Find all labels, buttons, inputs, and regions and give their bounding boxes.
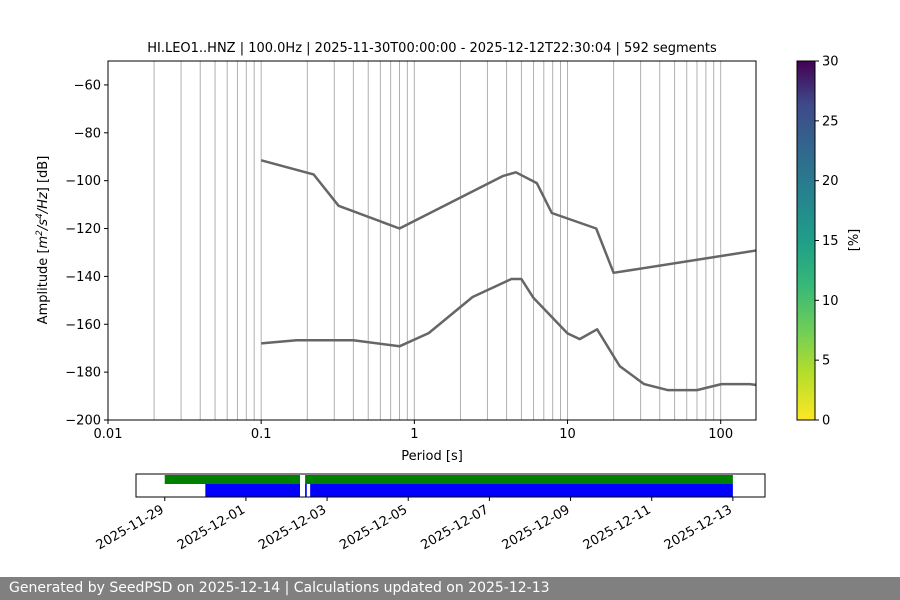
timeline-tick-label: 2025-12-09 (500, 502, 573, 553)
colorbar-tick-label: 5 (822, 354, 830, 369)
timeline-ticks: 2025-11-29 2025-12-01 2025-12-03 2025-12-05… (94, 497, 735, 553)
plot-frame (107, 60, 757, 421)
timeline-tick-label: 2025-11-29 (94, 502, 167, 553)
x-tick-label: 100 (708, 427, 733, 442)
timeline-tick-label: 2025-12-03 (256, 502, 329, 553)
chart-title: HI.LEO1..HNZ | 100.0Hz | 2025-11-30T00:0… (147, 41, 717, 56)
psd-computed-bar (305, 484, 307, 497)
y-tick-label: −160 (65, 318, 101, 333)
noise-models (260, 159, 756, 392)
colorbar-label: [%] (847, 229, 862, 252)
x-axis-label: Period [s] (401, 449, 463, 464)
timeline-tick-label: 2025-12-05 (337, 502, 410, 553)
x-tick-label: 0.1 (251, 427, 272, 442)
timeline-frame (135, 473, 766, 498)
colorbar-ticks: 0 5 10 15 20 25 30 (815, 55, 839, 429)
x-tick-label: 1 (410, 427, 418, 442)
y-axis-label: Amplitude [m2/s4/Hz] [dB] (35, 156, 51, 325)
timeline-tick-label: 2025-12-07 (418, 502, 491, 553)
colorbar-tick-label: 25 (822, 114, 839, 129)
timeline-bars (164, 475, 733, 497)
y-tick-label: −100 (65, 174, 101, 189)
footer-text: Generated by SeedPSD on 2025-12-14 | Cal… (9, 580, 550, 596)
psd-computed-bar (310, 484, 733, 497)
vertical-grid (153, 61, 722, 420)
data-available-bar (164, 475, 301, 484)
y-axis-ticks: −60 −80 −100 −120 −140 −160 −180 −200 (65, 78, 108, 429)
y-tick-label: −120 (65, 222, 101, 237)
y-tick-label: −180 (65, 366, 101, 381)
colorbar-tick-label: 0 (822, 414, 830, 429)
colorbar: 0 5 10 15 20 25 30 [%] (796, 55, 862, 429)
timeline-tick-label: 2025-12-11 (581, 502, 654, 553)
psd-plot: 0.01 0.1 1 10 100 −60 −80 −100 −120 −140 −160 −180… (35, 60, 757, 464)
x-axis-ticks: 0.01 0.1 1 10 100 (94, 420, 733, 442)
high-noise-model-line (260, 159, 756, 275)
y-tick-label: −80 (74, 126, 101, 141)
timeline-tick-label: 2025-12-01 (175, 502, 248, 553)
colorbar-tick-label: 15 (822, 234, 839, 249)
x-tick-label: 10 (559, 427, 576, 442)
psd-computed-bar (205, 484, 301, 497)
y-tick-label: −200 (65, 414, 101, 429)
colorbar-tick-label: 10 (822, 294, 839, 309)
x-tick-label: 0.01 (94, 427, 123, 442)
timeline-tick-label: 2025-12-13 (662, 502, 735, 553)
low-noise-model-line (261, 277, 756, 392)
colorbar-tick-label: 30 (822, 55, 839, 70)
y-tick-label: −140 (65, 270, 101, 285)
availability-timeline: 2025-11-29 2025-12-01 2025-12-03 2025-12-05… (94, 473, 766, 553)
colorbar-tick-label: 20 (822, 174, 839, 189)
colorbar-gradient (796, 60, 816, 421)
footer-bar: Generated by SeedPSD on 2025-12-14 | Cal… (0, 577, 900, 600)
y-tick-label: −60 (74, 78, 101, 93)
data-available-bar (305, 475, 733, 484)
